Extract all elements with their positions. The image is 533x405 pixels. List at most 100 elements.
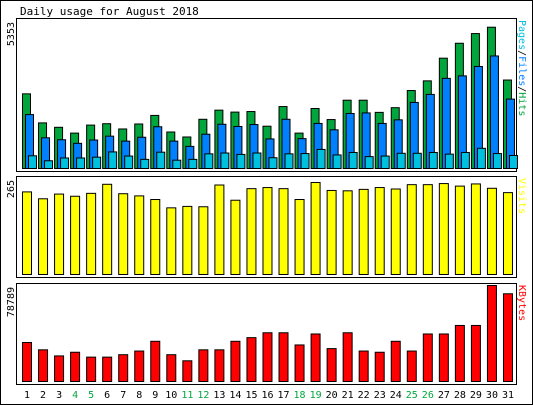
bar-pages-day-11 xyxy=(188,158,198,169)
bar-files-day-30 xyxy=(489,55,499,170)
x-tick-label: 17 xyxy=(278,390,290,401)
bar-kbytes-day-21 xyxy=(342,332,353,383)
x-tick-label: 22 xyxy=(358,390,370,401)
x-tick-label: 15 xyxy=(245,390,257,401)
x-tick-label: 26 xyxy=(422,390,434,401)
bar-pages-day-14 xyxy=(236,153,246,169)
panel-kbytes: 78789 KBytes xyxy=(6,283,527,385)
bar-visits-day-26 xyxy=(422,184,433,275)
bar-kbytes-day-30 xyxy=(486,285,497,382)
x-tick-label: 16 xyxy=(261,390,273,401)
bar-visits-day-16 xyxy=(262,187,273,276)
bar-pages-day-1 xyxy=(28,155,37,169)
x-tick-label: 20 xyxy=(326,390,338,401)
legend-entry: / xyxy=(516,50,527,56)
bar-visits-day-9 xyxy=(150,199,161,275)
bar-visits-day-10 xyxy=(166,207,177,275)
panel-max-label: 265 xyxy=(6,180,17,198)
bar-pages-day-8 xyxy=(140,158,150,169)
bar-visits-day-6 xyxy=(102,183,113,275)
bar-kbytes-day-17 xyxy=(278,332,289,383)
bar-kbytes-day-29 xyxy=(470,324,481,382)
bar-pages-day-12 xyxy=(204,153,214,169)
bar-visits-day-22 xyxy=(358,188,369,275)
bar-pages-day-9 xyxy=(156,151,166,169)
panel-legend: KBytes xyxy=(516,285,527,321)
bar-kbytes-day-27 xyxy=(438,333,449,383)
legend-entry: / xyxy=(516,86,527,92)
x-tick-label: 21 xyxy=(342,390,354,401)
bar-kbytes-day-24 xyxy=(390,340,401,383)
bar-visits-day-27 xyxy=(438,183,449,275)
bar-visits-day-28 xyxy=(454,185,465,275)
bar-kbytes-day-11 xyxy=(182,360,193,382)
bar-kbytes-day-5 xyxy=(86,356,97,382)
bar-visits-day-23 xyxy=(374,187,385,276)
panel-max-label: 5353 xyxy=(6,22,17,46)
panel-legend: Visits xyxy=(516,178,527,214)
x-tick-label: 2 xyxy=(40,390,46,401)
bar-pages-day-30 xyxy=(492,153,502,169)
bar-pages-day-3 xyxy=(60,157,70,170)
panel-bars xyxy=(22,285,513,383)
bar-kbytes-day-9 xyxy=(150,340,161,383)
x-tick-label: 4 xyxy=(72,390,78,401)
bar-kbytes-day-6 xyxy=(102,356,113,382)
bar-pages-day-4 xyxy=(76,157,86,170)
x-tick-label: 9 xyxy=(152,390,158,401)
chart-title: Daily usage for August 2018 xyxy=(20,5,199,18)
bar-visits-day-29 xyxy=(470,183,481,275)
bar-kbytes-day-16 xyxy=(262,332,273,383)
panel-bars xyxy=(22,181,513,276)
bar-kbytes-day-4 xyxy=(70,351,81,382)
bar-kbytes-day-14 xyxy=(230,340,241,383)
bar-visits-day-30 xyxy=(486,187,497,275)
bar-kbytes-day-2 xyxy=(38,349,49,383)
bar-pages-day-16 xyxy=(268,157,278,169)
bar-kbytes-day-19 xyxy=(310,333,321,383)
x-tick-label: 3 xyxy=(56,390,62,401)
bar-visits-day-5 xyxy=(86,192,97,275)
bar-pages-day-15 xyxy=(252,152,262,169)
bar-pages-day-25 xyxy=(412,152,422,170)
legend-entry: Pages xyxy=(516,20,527,50)
bar-kbytes-day-15 xyxy=(246,337,257,383)
x-tick-label: 27 xyxy=(438,390,450,401)
x-tick-label: 25 xyxy=(406,390,418,401)
bar-visits-day-21 xyxy=(342,190,353,276)
bar-visits-day-17 xyxy=(278,188,289,276)
x-tick-label: 6 xyxy=(104,390,110,401)
bar-visits-day-11 xyxy=(182,205,193,275)
bar-pages-day-21 xyxy=(348,151,358,169)
x-axis-day-labels: 1 2 3 4 5 6 7 8 9 10 11 12 13 14 15 16 17 18 19 20 21 22 23 24 2… xyxy=(24,390,514,401)
bar-pages-day-20 xyxy=(332,154,342,169)
bar-kbytes-day-28 xyxy=(454,324,465,382)
bar-visits-day-15 xyxy=(246,188,257,276)
bar-kbytes-day-12 xyxy=(198,349,209,383)
x-tick-label: 18 xyxy=(294,390,306,401)
x-tick-label: 28 xyxy=(454,390,466,401)
x-tick-label: 23 xyxy=(374,390,386,401)
bar-visits-day-18 xyxy=(294,199,305,275)
x-tick-label: 10 xyxy=(165,390,177,401)
x-tick-label: 11 xyxy=(181,390,193,401)
bar-pages-day-29 xyxy=(476,147,486,169)
bar-visits-day-19 xyxy=(310,181,321,275)
x-tick-label: 13 xyxy=(213,390,225,401)
x-tick-label: 30 xyxy=(486,390,498,401)
legend-entry: KBytes xyxy=(516,285,527,321)
legend-entry: Files xyxy=(516,56,527,86)
bar-visits-day-20 xyxy=(326,189,337,275)
bar-pages-day-18 xyxy=(300,153,310,169)
bar-kbytes-day-23 xyxy=(374,351,385,382)
legend-entry: Hits xyxy=(516,92,527,116)
bar-pages-day-17 xyxy=(284,153,294,169)
bar-kbytes-day-1 xyxy=(22,342,32,383)
bar-kbytes-day-7 xyxy=(118,354,129,382)
x-tick-label: 12 xyxy=(197,390,209,401)
bar-visits-day-12 xyxy=(198,206,209,275)
legend-entry: Visits xyxy=(516,178,527,214)
bar-visits-day-13 xyxy=(214,184,225,275)
